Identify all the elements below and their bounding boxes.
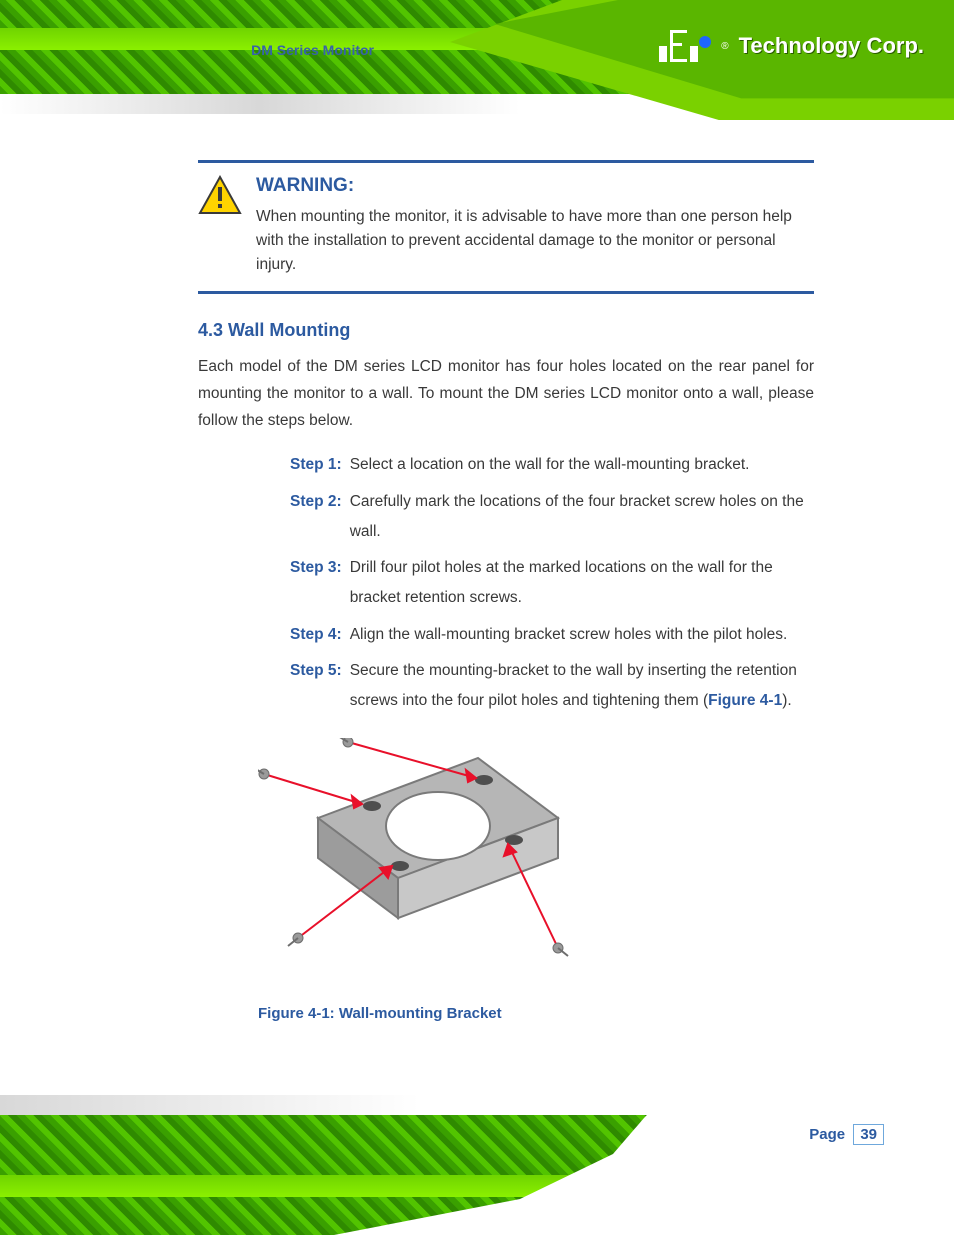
decor-grey-fade-top [0,94,520,114]
decor-grey-fade-bottom [0,1095,420,1115]
list-item: Step 5: Secure the mounting-bracket to t… [290,656,814,716]
warning-heading: WARNING: [256,175,814,197]
rule-bottom [198,291,814,294]
content: WARNING: When mounting the monitor, it i… [198,160,814,1022]
step-text: Carefully mark the locations of the four… [350,487,814,547]
step-text: Align the wall-mounting bracket screw ho… [350,620,788,650]
brand-logo-icon [659,30,711,62]
steps-list: Step 1: Select a location on the wall fo… [198,450,814,716]
step-text-after: ). [782,692,791,709]
page-label: Page [809,1126,845,1143]
figure-reference: Figure 4-1 [708,692,782,709]
page-number: Page 39 [809,1124,884,1145]
section-number: 4.3 [198,320,223,340]
step-label: Step 5: [290,656,342,716]
document-title: DM Series Monitor [200,42,374,58]
page: ® Technology Corp. DM Series Monitor WAR… [0,0,954,1235]
step-label: Step 2: [290,487,342,547]
warning-body: When mounting the monitor, it is advisab… [256,205,814,277]
warning-text: WARNING: When mounting the monitor, it i… [256,175,814,277]
list-item: Step 3: Drill four pilot holes at the ma… [290,553,814,613]
section-title-text: Wall Mounting [228,320,350,340]
rule-top [198,160,814,163]
list-item: Step 2: Carefully mark the locations of … [290,487,814,547]
step-label: Step 1: [290,450,342,480]
registered-mark: ® [721,41,728,52]
list-item: Step 4: Align the wall-mounting bracket … [290,620,814,650]
figure-caption: Figure 4-1: Wall-mounting Bracket [258,1005,814,1022]
intro-paragraph: Each model of the DM series LCD monitor … [198,353,814,434]
step-text: Select a location on the wall for the wa… [350,450,750,480]
section-heading: 4.3 Wall Mounting [198,320,814,341]
list-item: Step 1: Select a location on the wall fo… [290,450,814,480]
warning-block: WARNING: When mounting the monitor, it i… [198,175,814,277]
brand-text: Technology Corp. [739,33,924,59]
brand: ® Technology Corp. [659,30,924,62]
step-label: Step 3: [290,553,342,613]
figure: Figure 4-1: Wall-mounting Bracket [258,738,814,1022]
step-text: Drill four pilot holes at the marked loc… [350,553,814,613]
warning-triangle-icon [198,175,242,215]
page-number-value: 39 [853,1124,884,1145]
step-label: Step 4: [290,620,342,650]
step-text: Secure the mounting-bracket to the wall … [350,656,814,716]
figure-bracket-icon [258,738,578,988]
